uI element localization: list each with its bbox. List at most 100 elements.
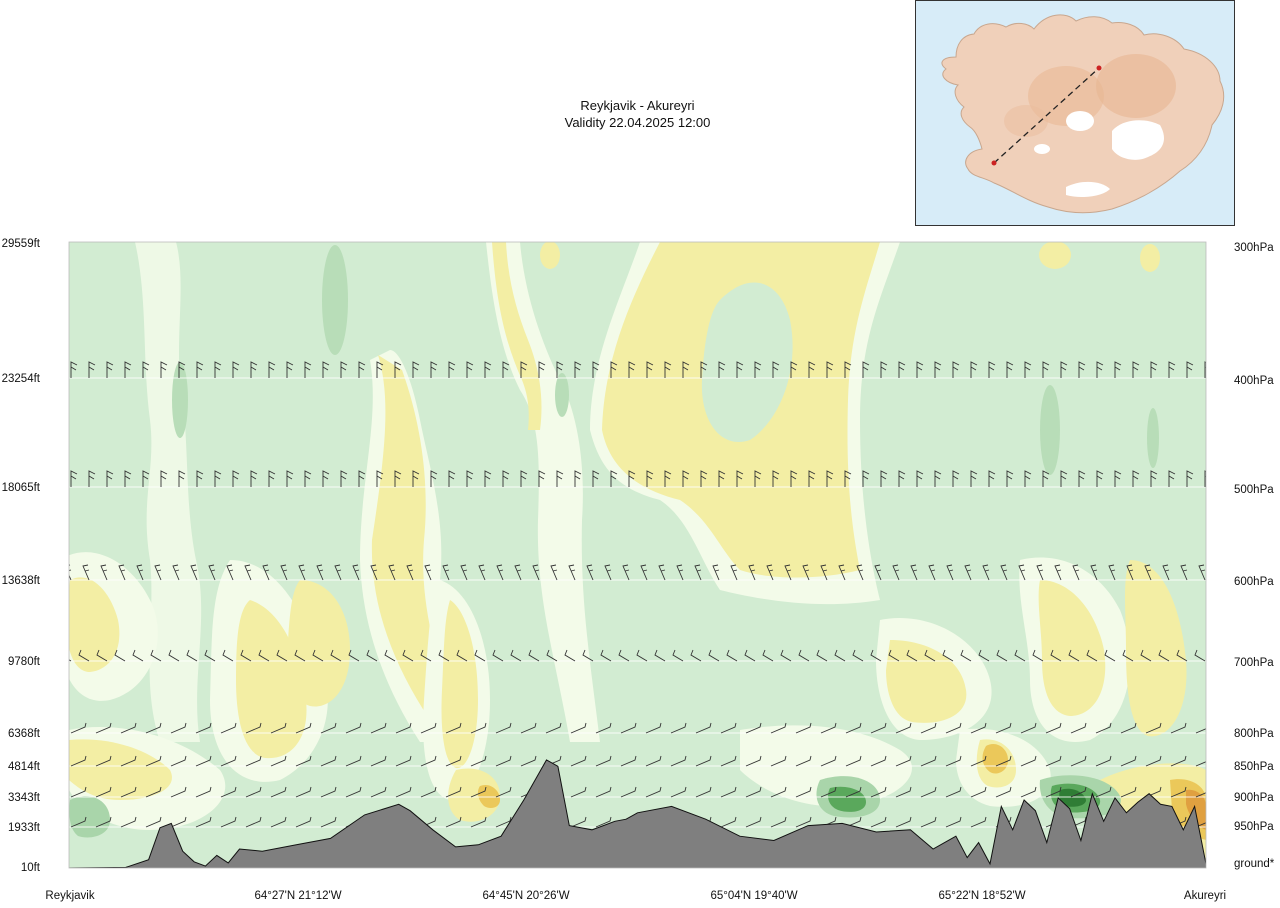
- wind-barb: [96, 649, 108, 662]
- wind-barb: [795, 786, 812, 798]
- wind-barb: [645, 755, 662, 767]
- wind-barb: [320, 722, 337, 734]
- wind-barb: [170, 755, 187, 767]
- wind-barb: [988, 361, 996, 378]
- wind-barb: [1195, 761, 1206, 767]
- wind-barb: [1096, 361, 1104, 378]
- wind-barb: [953, 226, 959, 242]
- wind-barb: [143, 226, 149, 242]
- wind-barb: [995, 786, 1012, 798]
- wind-barb: [1168, 361, 1176, 378]
- wind-barb: [600, 649, 612, 662]
- wind-barb: [295, 816, 312, 828]
- wind-barb: [95, 722, 112, 734]
- wind-barb: [845, 722, 862, 734]
- wind-barb: [628, 470, 636, 487]
- wind-barb: [574, 361, 582, 378]
- wind-barb: [1158, 649, 1170, 662]
- wind-barb: [220, 816, 237, 828]
- alt-label: 18065ft: [2, 482, 41, 494]
- wind-barb: [485, 226, 491, 242]
- wind-barb: [1096, 470, 1104, 487]
- wind-barb: [466, 470, 474, 487]
- wind-barb: [82, 564, 90, 581]
- wind-barb: [640, 564, 648, 581]
- wind-barb: [431, 226, 437, 242]
- wind-barb: [334, 564, 342, 581]
- wind-barb: [358, 361, 366, 378]
- wind-barb: [1120, 786, 1137, 798]
- wind-barb: [160, 470, 168, 487]
- wind-barb: [970, 722, 987, 734]
- wind-barb: [413, 226, 419, 242]
- wind-barb: [592, 470, 600, 487]
- wind-barb: [100, 564, 108, 581]
- field-contours: [69, 242, 1206, 860]
- wind-barb: [502, 361, 510, 378]
- wind-barb: [1086, 649, 1098, 662]
- wind-barb: [672, 649, 684, 662]
- wind-barb: [1045, 786, 1062, 798]
- wind-barb: [1095, 722, 1112, 734]
- wind-barb: [766, 564, 774, 581]
- wind-barb: [1186, 361, 1194, 378]
- wind-barb: [892, 564, 900, 581]
- wind-barb: [466, 361, 474, 378]
- wind-barb: [790, 470, 798, 487]
- wind-barb: [69, 564, 72, 581]
- wind-barb: [340, 361, 348, 378]
- route-inset-map: [915, 0, 1235, 226]
- wind-barb: [550, 564, 558, 581]
- wind-barb: [244, 564, 252, 581]
- wind-barb: [394, 361, 402, 378]
- wind-barb: [420, 649, 432, 662]
- wind-barb: [798, 649, 810, 662]
- wind-barb: [520, 470, 528, 487]
- wind-barb: [820, 722, 837, 734]
- wind-barb: [895, 755, 912, 767]
- wind-barb: [145, 786, 162, 798]
- wind-barb: [1150, 361, 1158, 378]
- wind-barb: [834, 649, 846, 662]
- wind-barb: [770, 816, 787, 828]
- wind-barb: [1020, 722, 1037, 734]
- wind-barb: [1169, 226, 1175, 242]
- wind-barb: [1060, 361, 1068, 378]
- wind-barb: [510, 649, 522, 662]
- wind-barb: [647, 226, 653, 242]
- wind-barb: [916, 470, 924, 487]
- wind-barb: [970, 816, 987, 828]
- wind-barb: [118, 564, 126, 581]
- wind-barb: [161, 226, 167, 242]
- wind-barb: [1162, 564, 1170, 581]
- iceland-route-map-icon: [916, 1, 1234, 225]
- wind-barb: [726, 649, 738, 662]
- wind-barb: [88, 361, 96, 378]
- wind-barb: [120, 722, 137, 734]
- location-label: Akureyri: [1184, 890, 1226, 902]
- wind-barb: [345, 786, 362, 798]
- wind-barb: [1042, 470, 1050, 487]
- wind-barb: [996, 649, 1008, 662]
- wind-barb: [970, 786, 987, 798]
- wind-barb: [245, 786, 262, 798]
- wind-barb: [186, 649, 198, 662]
- wind-barb: [556, 361, 564, 378]
- wind-barb: [895, 786, 912, 798]
- alt-label: 9780ft: [8, 656, 41, 668]
- wind-barb: [70, 361, 78, 378]
- wind-barb: [154, 564, 162, 581]
- wind-barb: [816, 649, 828, 662]
- wind-barb: [521, 226, 527, 242]
- wind-barb: [557, 226, 563, 242]
- wind-barb: [754, 361, 762, 378]
- wind-barb: [124, 470, 132, 487]
- wind-barb: [1170, 786, 1187, 798]
- wind-barb: [460, 564, 468, 581]
- wind-barb: [262, 564, 270, 581]
- wind-barb: [683, 226, 689, 242]
- wind-barb: [700, 361, 708, 378]
- wind-barb: [880, 361, 888, 378]
- wind-barb: [1114, 361, 1122, 378]
- wind-barb: [370, 564, 378, 581]
